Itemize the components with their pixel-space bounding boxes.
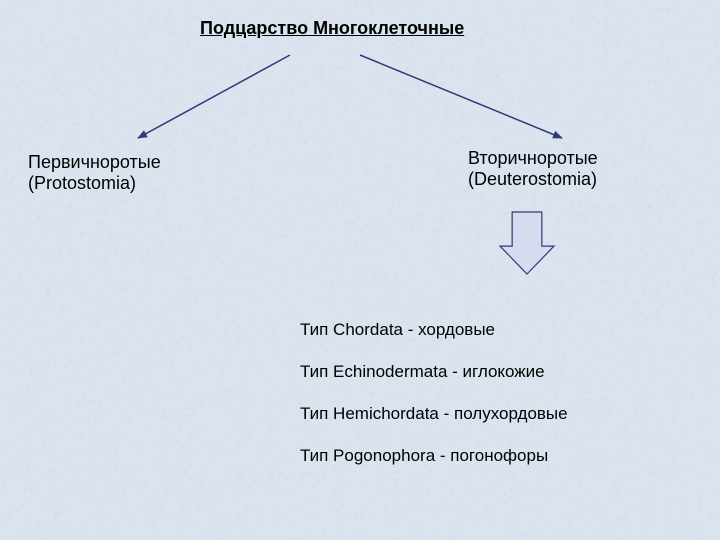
type-item: Тип Echinodermata - иглокожие — [300, 362, 545, 382]
type-item: Тип Chordata - хордовые — [300, 320, 495, 340]
diagram-content: Подцарство Многоклеточные Первичноротые … — [0, 0, 720, 540]
left-branch-label: Первичноротые (Protostomia) — [28, 152, 161, 194]
right-branch-line2: (Deuterostomia) — [468, 169, 598, 190]
diagram-title: Подцарство Многоклеточные — [200, 18, 464, 39]
type-item: Тип Hemichordata - полухордовые — [300, 404, 568, 424]
left-branch-line1: Первичноротые — [28, 152, 161, 173]
left-branch-line2: (Protostomia) — [28, 173, 161, 194]
right-branch-line1: Вторичноротые — [468, 148, 598, 169]
right-branch-label: Вторичноротые (Deuterostomia) — [468, 148, 598, 190]
type-item: Тип Pogonophora - погонофоры — [300, 446, 548, 466]
